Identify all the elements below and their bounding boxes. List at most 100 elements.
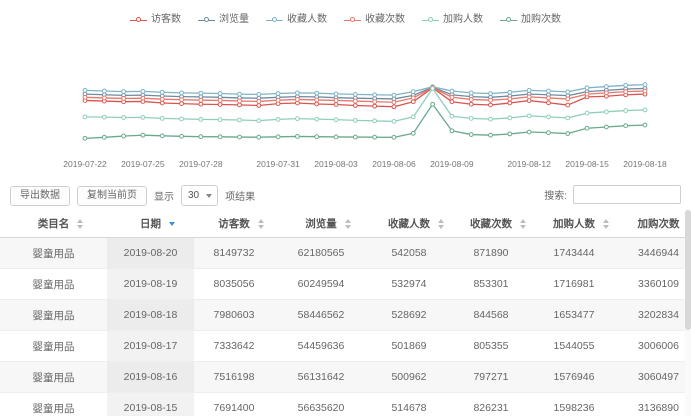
chart-point bbox=[275, 91, 281, 96]
chart-point bbox=[546, 100, 551, 106]
legend-item-2[interactable]: 收藏人数 bbox=[266, 15, 327, 25]
chart-point bbox=[140, 88, 146, 94]
scrollbar-thumb[interactable] bbox=[685, 210, 691, 330]
sort-indicator-icon[interactable] bbox=[168, 218, 177, 230]
chart-point bbox=[352, 103, 358, 108]
table-cell: 60249594 bbox=[274, 268, 368, 300]
chart-point bbox=[179, 90, 184, 96]
legend-item-1[interactable]: 浏览量 bbox=[198, 15, 249, 25]
chart-point bbox=[256, 134, 262, 140]
chart-point bbox=[198, 116, 204, 122]
table-header-inner: 加购次数 bbox=[638, 216, 691, 231]
x-axis-tick-label: 2019-07-25 bbox=[121, 159, 165, 169]
chart-point bbox=[82, 114, 88, 120]
chart-point bbox=[391, 134, 397, 140]
table-cell: 542058 bbox=[368, 237, 450, 269]
chart-point bbox=[237, 91, 242, 97]
chart-point bbox=[121, 115, 127, 120]
sort-indicator-icon[interactable] bbox=[519, 218, 528, 230]
legend-item-label: 收藏人数 bbox=[287, 14, 327, 25]
table-header-4[interactable]: 收藏人数 bbox=[368, 210, 450, 238]
chart-point bbox=[140, 114, 146, 120]
table-header-label: 收藏次数 bbox=[470, 218, 512, 230]
chart-point bbox=[391, 92, 397, 98]
chart-point bbox=[468, 97, 474, 102]
chart-point bbox=[410, 114, 416, 120]
legend-item-0[interactable]: 访客数 bbox=[130, 15, 181, 25]
x-axis-tick-label: 2019-07-22 bbox=[63, 159, 107, 169]
chart-point bbox=[333, 117, 339, 123]
sort-indicator-icon[interactable] bbox=[344, 218, 353, 230]
export-data-button[interactable]: 导出数据 bbox=[10, 185, 70, 206]
chart-point bbox=[584, 110, 590, 116]
table-row[interactable]: 婴童用品 2019-08-18 7980603 58446562 528692 84456… bbox=[0, 299, 691, 331]
chart-point bbox=[372, 92, 378, 98]
table-cell: 8149732 bbox=[194, 237, 274, 269]
chart-point bbox=[333, 91, 339, 97]
table-header-1[interactable]: 日期 bbox=[107, 210, 194, 238]
x-axis-tick-label: 2019-08-03 bbox=[314, 159, 358, 169]
table-header-inner: 收藏人数 bbox=[388, 216, 444, 231]
sort-indicator-icon[interactable] bbox=[76, 218, 85, 230]
search-label: 搜索: bbox=[544, 191, 567, 202]
table-header-0[interactable]: 类目名 bbox=[0, 210, 107, 238]
legend-marker-icon bbox=[198, 16, 215, 25]
data-table-container[interactable]: 类目名 日期 访客数 浏览量 收藏人数 收藏次数 加购人数 加购次数 婴童用品 2019-08-… bbox=[0, 210, 691, 416]
legend-item-3[interactable]: 收藏次数 bbox=[344, 15, 405, 25]
table-header-3[interactable]: 浏览量 bbox=[274, 210, 368, 238]
x-axis-tick-label: 2019-08-09 bbox=[430, 159, 474, 169]
copy-current-page-button[interactable]: 复制当前页 bbox=[77, 185, 147, 206]
chevron-down-icon bbox=[206, 194, 213, 198]
chart-point bbox=[507, 115, 513, 121]
chart-point bbox=[526, 113, 532, 119]
legend-item-4[interactable]: 加购人数 bbox=[422, 15, 483, 25]
page-size-select[interactable]: 30 bbox=[181, 185, 219, 206]
chart-legend: 访客数 浏览量 收藏人数 收藏次数 加购人数 加购次数 bbox=[0, 0, 691, 30]
sort-indicator-icon[interactable] bbox=[602, 218, 611, 230]
table-header-6[interactable]: 加购人数 bbox=[532, 210, 616, 238]
chart-point bbox=[603, 109, 609, 115]
chart-point bbox=[391, 104, 397, 110]
chart-point bbox=[449, 128, 455, 134]
chart-point bbox=[198, 90, 204, 96]
table-toolbar: 导出数据 复制当前页 显示 30 项结果 搜索: bbox=[0, 182, 691, 212]
table-header-7[interactable]: 加购次数 bbox=[616, 210, 691, 238]
table-cell: 婴童用品 bbox=[0, 237, 107, 269]
legend-item-5[interactable]: 加购次数 bbox=[500, 15, 561, 25]
table-cell: 797271 bbox=[450, 361, 532, 393]
sort-indicator-icon[interactable] bbox=[437, 218, 446, 230]
chart-point bbox=[410, 130, 416, 136]
table-row[interactable]: 婴童用品 2019-08-20 8149732 62180565 542058 87189… bbox=[0, 237, 691, 269]
table-header-inner: 加购人数 bbox=[553, 216, 609, 231]
x-axis-tick-label: 2019-07-31 bbox=[256, 159, 300, 169]
table-row[interactable]: 婴童用品 2019-08-17 7333642 54459636 501869 80535… bbox=[0, 330, 691, 362]
chart-line-2 bbox=[84, 84, 646, 96]
table-cell: 54459636 bbox=[274, 330, 368, 362]
table-cell: 7333642 bbox=[194, 330, 274, 362]
x-axis-tick-label: 2019-08-06 bbox=[372, 159, 416, 169]
legend-item-label: 加购人数 bbox=[443, 14, 483, 25]
table-row[interactable]: 婴童用品 2019-08-19 8035056 60249594 532974 85330… bbox=[0, 268, 691, 300]
sort-indicator-icon[interactable] bbox=[257, 218, 266, 230]
table-cell: 528692 bbox=[368, 299, 450, 331]
table-vertical-scrollbar[interactable] bbox=[685, 210, 691, 416]
table-header-2[interactable]: 访客数 bbox=[194, 210, 274, 238]
chart-line-4 bbox=[84, 87, 646, 123]
chart-point bbox=[140, 132, 146, 138]
chart-point bbox=[256, 118, 262, 124]
table-header-label: 类目名 bbox=[37, 218, 70, 230]
table-cell: 501869 bbox=[368, 330, 450, 362]
chart-point bbox=[314, 134, 320, 140]
chart-point bbox=[623, 89, 629, 95]
chart-point bbox=[217, 117, 223, 123]
chart-point bbox=[410, 89, 416, 95]
chart-point bbox=[507, 100, 513, 106]
x-axis-tick-label: 2019-08-18 bbox=[623, 159, 667, 169]
table-row[interactable]: 婴童用品 2019-08-15 7691400 56635620 514678 82623… bbox=[0, 392, 691, 416]
table-cell: 500962 bbox=[368, 361, 450, 393]
table-header-inner: 类目名 bbox=[37, 216, 84, 231]
table-header-5[interactable]: 收藏次数 bbox=[450, 210, 532, 238]
table-cell: 853301 bbox=[450, 268, 532, 300]
search-input[interactable] bbox=[573, 185, 681, 204]
table-row[interactable]: 婴童用品 2019-08-16 7516198 56131642 500962 79727… bbox=[0, 361, 691, 393]
